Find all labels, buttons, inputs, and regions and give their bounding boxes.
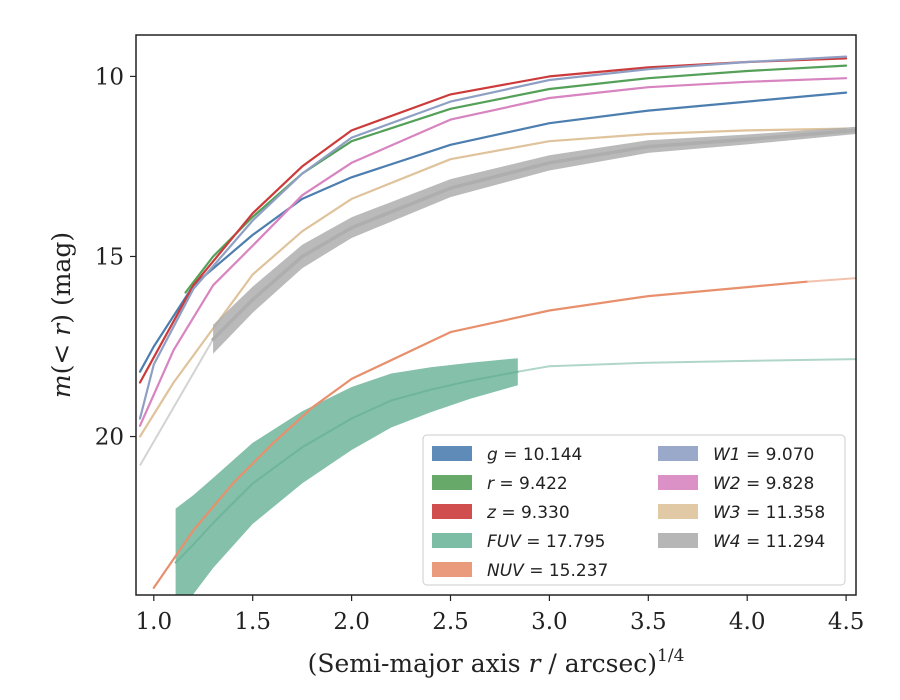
series-layer	[138, 55, 856, 595]
x-tick-label: 4.0	[729, 609, 766, 635]
legend-swatch	[658, 533, 698, 548]
series-W4-line	[211, 128, 856, 342]
series-W4-band	[213, 126, 856, 354]
legend-label: r = 9.422	[487, 474, 568, 494]
legend-item-g: g = 10.144	[432, 445, 582, 465]
series-g-line	[138, 91, 848, 373]
legend-item-z: z = 9.330	[432, 503, 570, 523]
legend-swatch	[658, 475, 698, 490]
legend-item-W1: W1 = 9.070	[658, 445, 814, 465]
legend-item-W3: W3 = 11.358	[658, 503, 825, 523]
legend-label: W4 = 11.294	[713, 532, 825, 552]
y-tick-label: 15	[95, 244, 124, 270]
x-tick-label: 2.5	[432, 609, 469, 635]
series-W1	[138, 55, 848, 420]
series-W2-line	[138, 77, 848, 427]
legend-swatch	[658, 446, 698, 461]
legend-label: NUV = 15.237	[487, 561, 608, 581]
series-W3-line	[138, 127, 848, 438]
legend-item-FUV: FUV = 17.795	[432, 532, 605, 552]
y-axis-label: m(< r) (mag)	[47, 232, 76, 398]
legend-swatch	[432, 446, 472, 461]
series-W2	[138, 77, 848, 427]
x-tick-label: 1.0	[136, 609, 173, 635]
legend-item-W2: W2 = 9.828	[658, 474, 814, 494]
legend-item-NUV: NUV = 15.237	[432, 561, 608, 581]
series-W1-line	[138, 55, 848, 420]
plot-frame	[135, 34, 857, 596]
series-FUV-extrapolation	[517, 358, 856, 373]
series-FUV-band	[175, 358, 518, 595]
series-NUV	[152, 277, 856, 589]
x-tick-label: 1.5	[234, 609, 271, 635]
x-axis-ticks: 1.0 1.5 2.0 2.5 3.0 3.5 4.0 4.5	[136, 595, 865, 635]
legend-swatch	[658, 504, 698, 519]
legend-swatch	[432, 533, 472, 548]
legend: g = 10.144 r = 9.422 z = 9.330 FUV = 17.795…	[422, 434, 846, 586]
y-tick-label: 10	[95, 64, 124, 90]
x-tick-label: 3.0	[531, 609, 568, 635]
legend-label: W1 = 9.070	[713, 445, 814, 465]
legend-swatch	[432, 475, 472, 490]
legend-item-r: r = 9.422	[432, 474, 568, 494]
legend-frame	[422, 434, 846, 586]
legend-item-W4: W4 = 11.294	[658, 532, 825, 552]
series-NUV-extrapolation	[806, 277, 856, 283]
series-FUV	[174, 358, 856, 595]
legend-label: FUV = 17.795	[487, 532, 605, 552]
legend-label: W2 = 9.828	[713, 474, 814, 494]
series-z	[138, 57, 848, 384]
x-tick-label: 2.0	[333, 609, 370, 635]
legend-swatch	[432, 562, 472, 577]
series-NUV-line	[152, 280, 808, 589]
legend-label: g = 10.144	[487, 445, 582, 465]
y-tick-label: 20	[95, 425, 124, 451]
series-FUV-line	[174, 370, 519, 564]
series-W4-extrapolation	[139, 338, 214, 466]
legend-label: W3 = 11.358	[713, 503, 825, 523]
legend-label: z = 9.330	[486, 503, 570, 523]
series-W3	[138, 127, 848, 438]
x-tick-label: 3.5	[630, 609, 667, 635]
series-W4	[139, 126, 856, 466]
series-g	[138, 91, 848, 373]
x-axis-label: (Semi-major axis r / arcsec)1/4	[308, 646, 685, 678]
y-axis-ticks: 10 15 20	[95, 64, 136, 451]
legend-swatch	[432, 504, 472, 519]
series-z-line	[138, 57, 848, 384]
x-tick-label: 4.5	[828, 609, 865, 635]
